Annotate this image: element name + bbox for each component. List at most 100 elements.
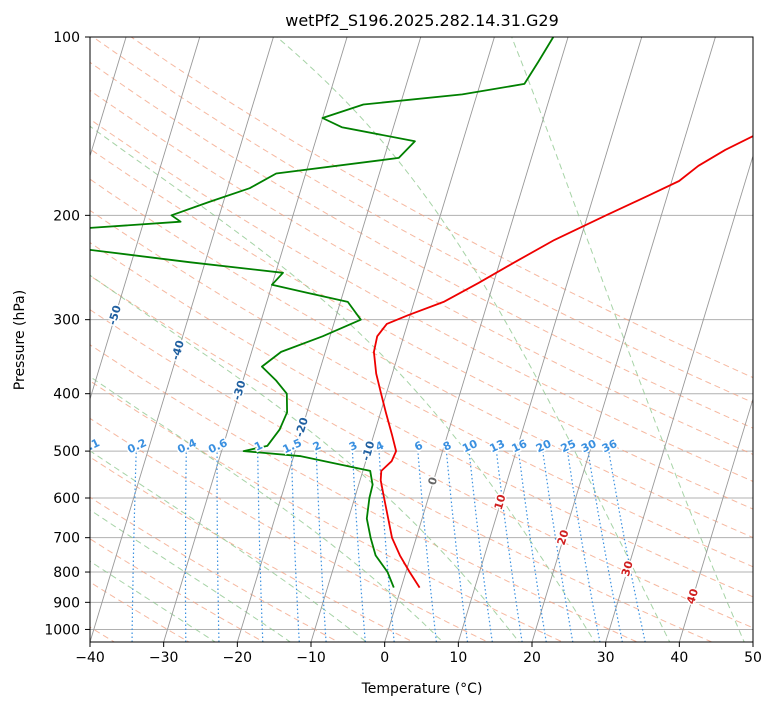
y-tick-label: 100 <box>53 30 80 46</box>
moist-adiabat <box>90 560 217 642</box>
dry-adiabat <box>90 209 753 568</box>
dry-adiabat <box>90 89 753 456</box>
plot-frame <box>89 36 754 643</box>
y-tick-label: 600 <box>53 491 80 507</box>
profile-series <box>90 37 753 589</box>
dry-adiabat <box>130 37 753 379</box>
x-tick-label: 10 <box>449 650 467 666</box>
y-tick-label: 900 <box>53 595 80 611</box>
dry-adiabat <box>90 417 489 642</box>
pressure-gridlines <box>90 37 753 630</box>
moist-adiabat <box>90 375 444 642</box>
x-axis-label: Temperature (°C) <box>361 681 483 697</box>
mixing-ratio-line <box>81 451 89 654</box>
y-tick-label: 800 <box>53 565 80 581</box>
y-axis-label: Pressure (hPa) <box>12 290 28 390</box>
isotherm-line <box>90 37 127 158</box>
isotherm-line <box>605 154 753 642</box>
x-tick-label: −30 <box>149 650 179 666</box>
mixing-ratio-label: 13 <box>488 437 507 455</box>
mixing-ratio-line <box>184 451 187 642</box>
y-tick-label: 700 <box>53 531 80 547</box>
x-tick-label: −20 <box>223 650 253 666</box>
isotherm-label: -10 <box>359 439 377 462</box>
mixing-ratio-label: 25 <box>559 437 578 455</box>
mixing-ratio-line <box>290 451 300 642</box>
isotherm-label: 0 <box>426 475 441 486</box>
isotherm-line <box>678 397 753 642</box>
mixing-ratio-line <box>608 451 646 642</box>
x-tick-label: 0 <box>380 650 389 666</box>
dry-adiabat <box>90 538 265 642</box>
mixing-ratio-lines <box>81 451 646 654</box>
dry-adiabat <box>92 37 753 404</box>
isotherm-label-halo: -60 <box>46 259 64 282</box>
isotherm-label-halo: -70 <box>0 211 5 234</box>
x-tick-label: −10 <box>296 650 326 666</box>
isotherm-line <box>236 37 422 642</box>
dry-adiabat <box>90 309 714 642</box>
temperature-profile-line <box>373 135 753 589</box>
mixing-ratio-line <box>131 451 137 642</box>
mixing-ratio-label: 0.4 <box>175 436 198 456</box>
mixing-ratio-label: 30 <box>579 437 599 455</box>
isotherm-label: -40 <box>169 338 187 361</box>
isotherm-line <box>163 37 348 642</box>
dry-adiabat <box>90 456 415 642</box>
mixing-ratio-label: 10 <box>460 437 480 455</box>
moist-adiabat <box>90 509 292 642</box>
moist-adiabat-label: 10 <box>492 493 509 512</box>
y-tick-label: 400 <box>53 387 80 403</box>
dry-adiabat <box>90 275 753 629</box>
isotherm-label: -70 <box>0 211 5 234</box>
mixing-ratio-line <box>257 451 264 642</box>
moist-adiabat-label: 40 <box>684 587 701 606</box>
isotherm-label: -60 <box>46 259 64 282</box>
mixing-ratio-line <box>468 451 493 642</box>
mixing-ratio-label: 0.1 <box>79 436 102 456</box>
moist-adiabat-label: 20 <box>555 528 572 547</box>
mixing-ratio-line <box>315 451 327 642</box>
mixing-ratio-line <box>587 451 623 642</box>
isotherm-line <box>310 37 495 642</box>
moist-adiabat-label: 30 <box>619 559 636 578</box>
y-axis-ticks: 100 200 300 400 500 600 700 800 900 1000 <box>44 30 90 638</box>
isotherm-line <box>531 37 716 642</box>
mixing-ratio-label: 1.5 <box>281 436 304 456</box>
dry-adiabat <box>90 496 340 642</box>
moist-adiabat-label-halo: 20 <box>555 528 572 547</box>
isotherm-line <box>752 640 753 642</box>
moist-adiabat <box>90 274 520 642</box>
y-tick-label: 500 <box>53 444 80 460</box>
mixing-ratio-label: 0.6 <box>206 436 229 456</box>
moist-adiabat <box>511 37 745 642</box>
chart-title: wetPf2_S196.2025.282.14.31.G29 <box>285 11 559 31</box>
x-axis-ticks: −40 −30 −20 −10 0 10 20 30 40 50 <box>75 642 762 666</box>
x-tick-label: 30 <box>597 650 615 666</box>
isotherm-label: -20 <box>293 416 311 439</box>
dry-adiabat <box>90 61 753 429</box>
mixing-ratio-line <box>216 451 220 642</box>
plot-area: -100-100-90-90-80-80-70-70-60-60-50-50-4… <box>0 37 753 654</box>
mixing-ratio-line <box>445 451 469 642</box>
isotherm-line <box>457 37 643 642</box>
x-tick-label: −40 <box>75 650 105 666</box>
dry-adiabats <box>90 37 753 642</box>
moist-adiabat-label-halo: 10 <box>492 493 509 512</box>
isotherm-line <box>90 37 274 642</box>
isotherm-label: -50 <box>106 303 124 326</box>
y-tick-label: 1000 <box>44 622 80 638</box>
moist-adiabat-label-halo: 30 <box>619 559 636 578</box>
mixing-ratio-label: 36 <box>600 437 620 455</box>
y-tick-label: 300 <box>53 313 80 329</box>
isotherm-line <box>384 37 569 642</box>
x-tick-label: 50 <box>744 650 762 666</box>
y-tick-label: 200 <box>53 208 80 224</box>
mixing-ratio-label: 20 <box>534 437 554 455</box>
dry-adiabat <box>90 241 753 598</box>
moist-adiabat-label-halo: 40 <box>684 587 701 606</box>
isotherm-label: -30 <box>230 379 248 402</box>
moist-adiabat <box>276 37 671 642</box>
dry-adiabat <box>90 148 753 510</box>
